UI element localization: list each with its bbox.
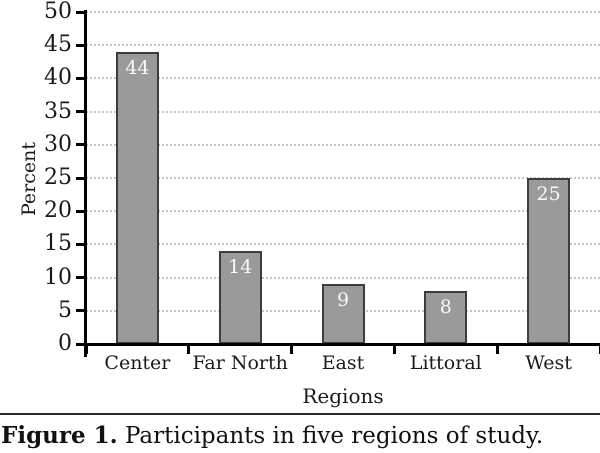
x-tick-0 <box>84 344 88 354</box>
x-category-label-west: West <box>525 352 572 374</box>
gridline-35 <box>86 110 600 113</box>
y-tick-0 <box>76 342 85 346</box>
y-tick-label-15: 15 <box>44 231 72 257</box>
figure-caption-divider <box>0 413 600 415</box>
y-tick-label-50: 50 <box>44 0 72 24</box>
gridline-50 <box>86 11 600 13</box>
x-tick-1 <box>187 344 191 354</box>
y-tick-label-30: 30 <box>44 131 72 157</box>
bar-value-label-east: 9 <box>336 289 350 312</box>
y-tick-15 <box>76 242 85 246</box>
y-tick-label-40: 40 <box>44 65 72 91</box>
y-tick-25 <box>76 176 85 180</box>
figure-caption-label: Figure 1. <box>1 422 118 449</box>
y-tick-label-45: 45 <box>44 32 72 58</box>
y-tick-label-35: 35 <box>44 98 72 124</box>
y-tick-45 <box>76 43 85 47</box>
x-category-label-center: Center <box>104 352 171 374</box>
gridline-15 <box>86 243 600 246</box>
x-tick-5 <box>598 344 600 354</box>
x-axis-line <box>84 343 600 346</box>
y-tick-40 <box>76 76 85 80</box>
y-tick-50 <box>76 10 85 14</box>
gridline-40 <box>86 77 600 80</box>
x-category-label-east: East <box>321 352 365 374</box>
y-tick-10 <box>76 276 85 280</box>
x-tick-4 <box>495 344 499 354</box>
y-tick-label-20: 20 <box>44 198 72 224</box>
x-category-label-far-north: Far North <box>192 352 288 374</box>
y-tick-35 <box>76 110 85 114</box>
bar-east: 9 <box>321 284 365 344</box>
gridline-20 <box>86 210 600 213</box>
bar-littoral: 8 <box>424 290 468 344</box>
bar-value-label-far-north: 14 <box>228 256 253 279</box>
y-tick-30 <box>76 143 85 147</box>
gridline-30 <box>86 143 600 146</box>
bar-center: 44 <box>115 51 159 344</box>
x-tick-3 <box>392 344 396 354</box>
y-tick-5 <box>76 309 85 313</box>
y-tick-label-5: 5 <box>58 297 72 323</box>
bar-value-label-littoral: 8 <box>439 295 452 318</box>
y-tick-20 <box>76 209 85 213</box>
bar-west: 25 <box>527 178 571 344</box>
bar-value-label-west: 25 <box>536 183 561 205</box>
gridline-45 <box>86 44 600 47</box>
y-tick-label-0: 0 <box>58 331 72 356</box>
y-tick-label-25: 25 <box>44 165 72 190</box>
x-tick-2 <box>290 344 294 354</box>
y-axis-line <box>84 10 87 357</box>
bar-far-north: 14 <box>218 251 262 344</box>
chart-area: Percent 44 14 9 8 25 0 5 10 15 20 25 30 35 40 45 50 Ce… <box>18 0 600 408</box>
y-tick-label-10: 10 <box>44 264 72 290</box>
x-category-label-littoral: Littoral <box>409 352 482 374</box>
gridline-10 <box>86 276 600 279</box>
figure-caption: Figure 1. Participants in five regions o… <box>1 421 599 451</box>
figure-caption-text: Participants in five regions of study. <box>117 423 544 449</box>
bar-value-label-center: 44 <box>125 56 150 79</box>
gridline-25 <box>86 177 600 179</box>
x-axis-title: Regions <box>302 384 384 408</box>
